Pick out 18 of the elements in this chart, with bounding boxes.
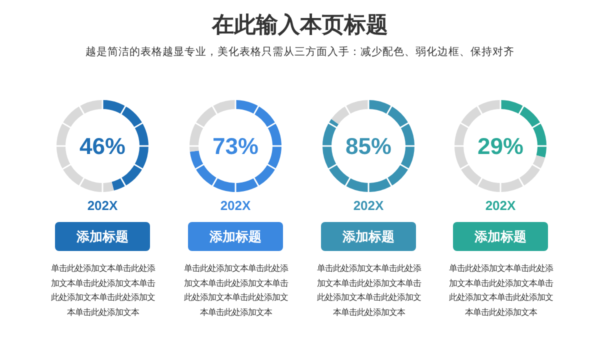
text: 202X: [86, 198, 119, 213]
text: 单击此处添加文本单击此处添加文本单击此处添加文本单击此处添加文本单击此处添加文本单击此处添加文本: [448, 262, 554, 318]
text: 202X: [484, 198, 517, 213]
text: 202X: [352, 198, 385, 213]
text: 29%: [477, 133, 524, 159]
text: 越是简洁的表格越显专业，美化表格只需从三方面入手：减少配色、弱化边框、保持对齐: [84, 45, 516, 59]
text: 73%: [212, 133, 259, 159]
text: 单击此处添加文本单击此处添加文本单击此处添加文本单击此处添加文本单击此处添加文本单击此处添加文本: [183, 262, 290, 318]
text: 添加标题: [188, 222, 283, 251]
text: 46%: [79, 133, 126, 159]
text: 单击此处添加文本单击此处添加文本单击此处添加文本单击此处添加文本单击此处添加文本单击此处添加文本: [316, 262, 422, 318]
text: 202X: [219, 198, 252, 213]
text: 85%: [345, 133, 392, 159]
text: 在此输入本页标题: [210, 11, 389, 39]
text: 添加标题: [453, 222, 548, 251]
text: 单击此处添加文本单击此处添加文本单击此处添加文本单击此处添加文本单击此处添加文本单击此处添加文本: [50, 262, 156, 318]
text: 添加标题: [55, 222, 150, 251]
text: 添加标题: [321, 222, 416, 251]
